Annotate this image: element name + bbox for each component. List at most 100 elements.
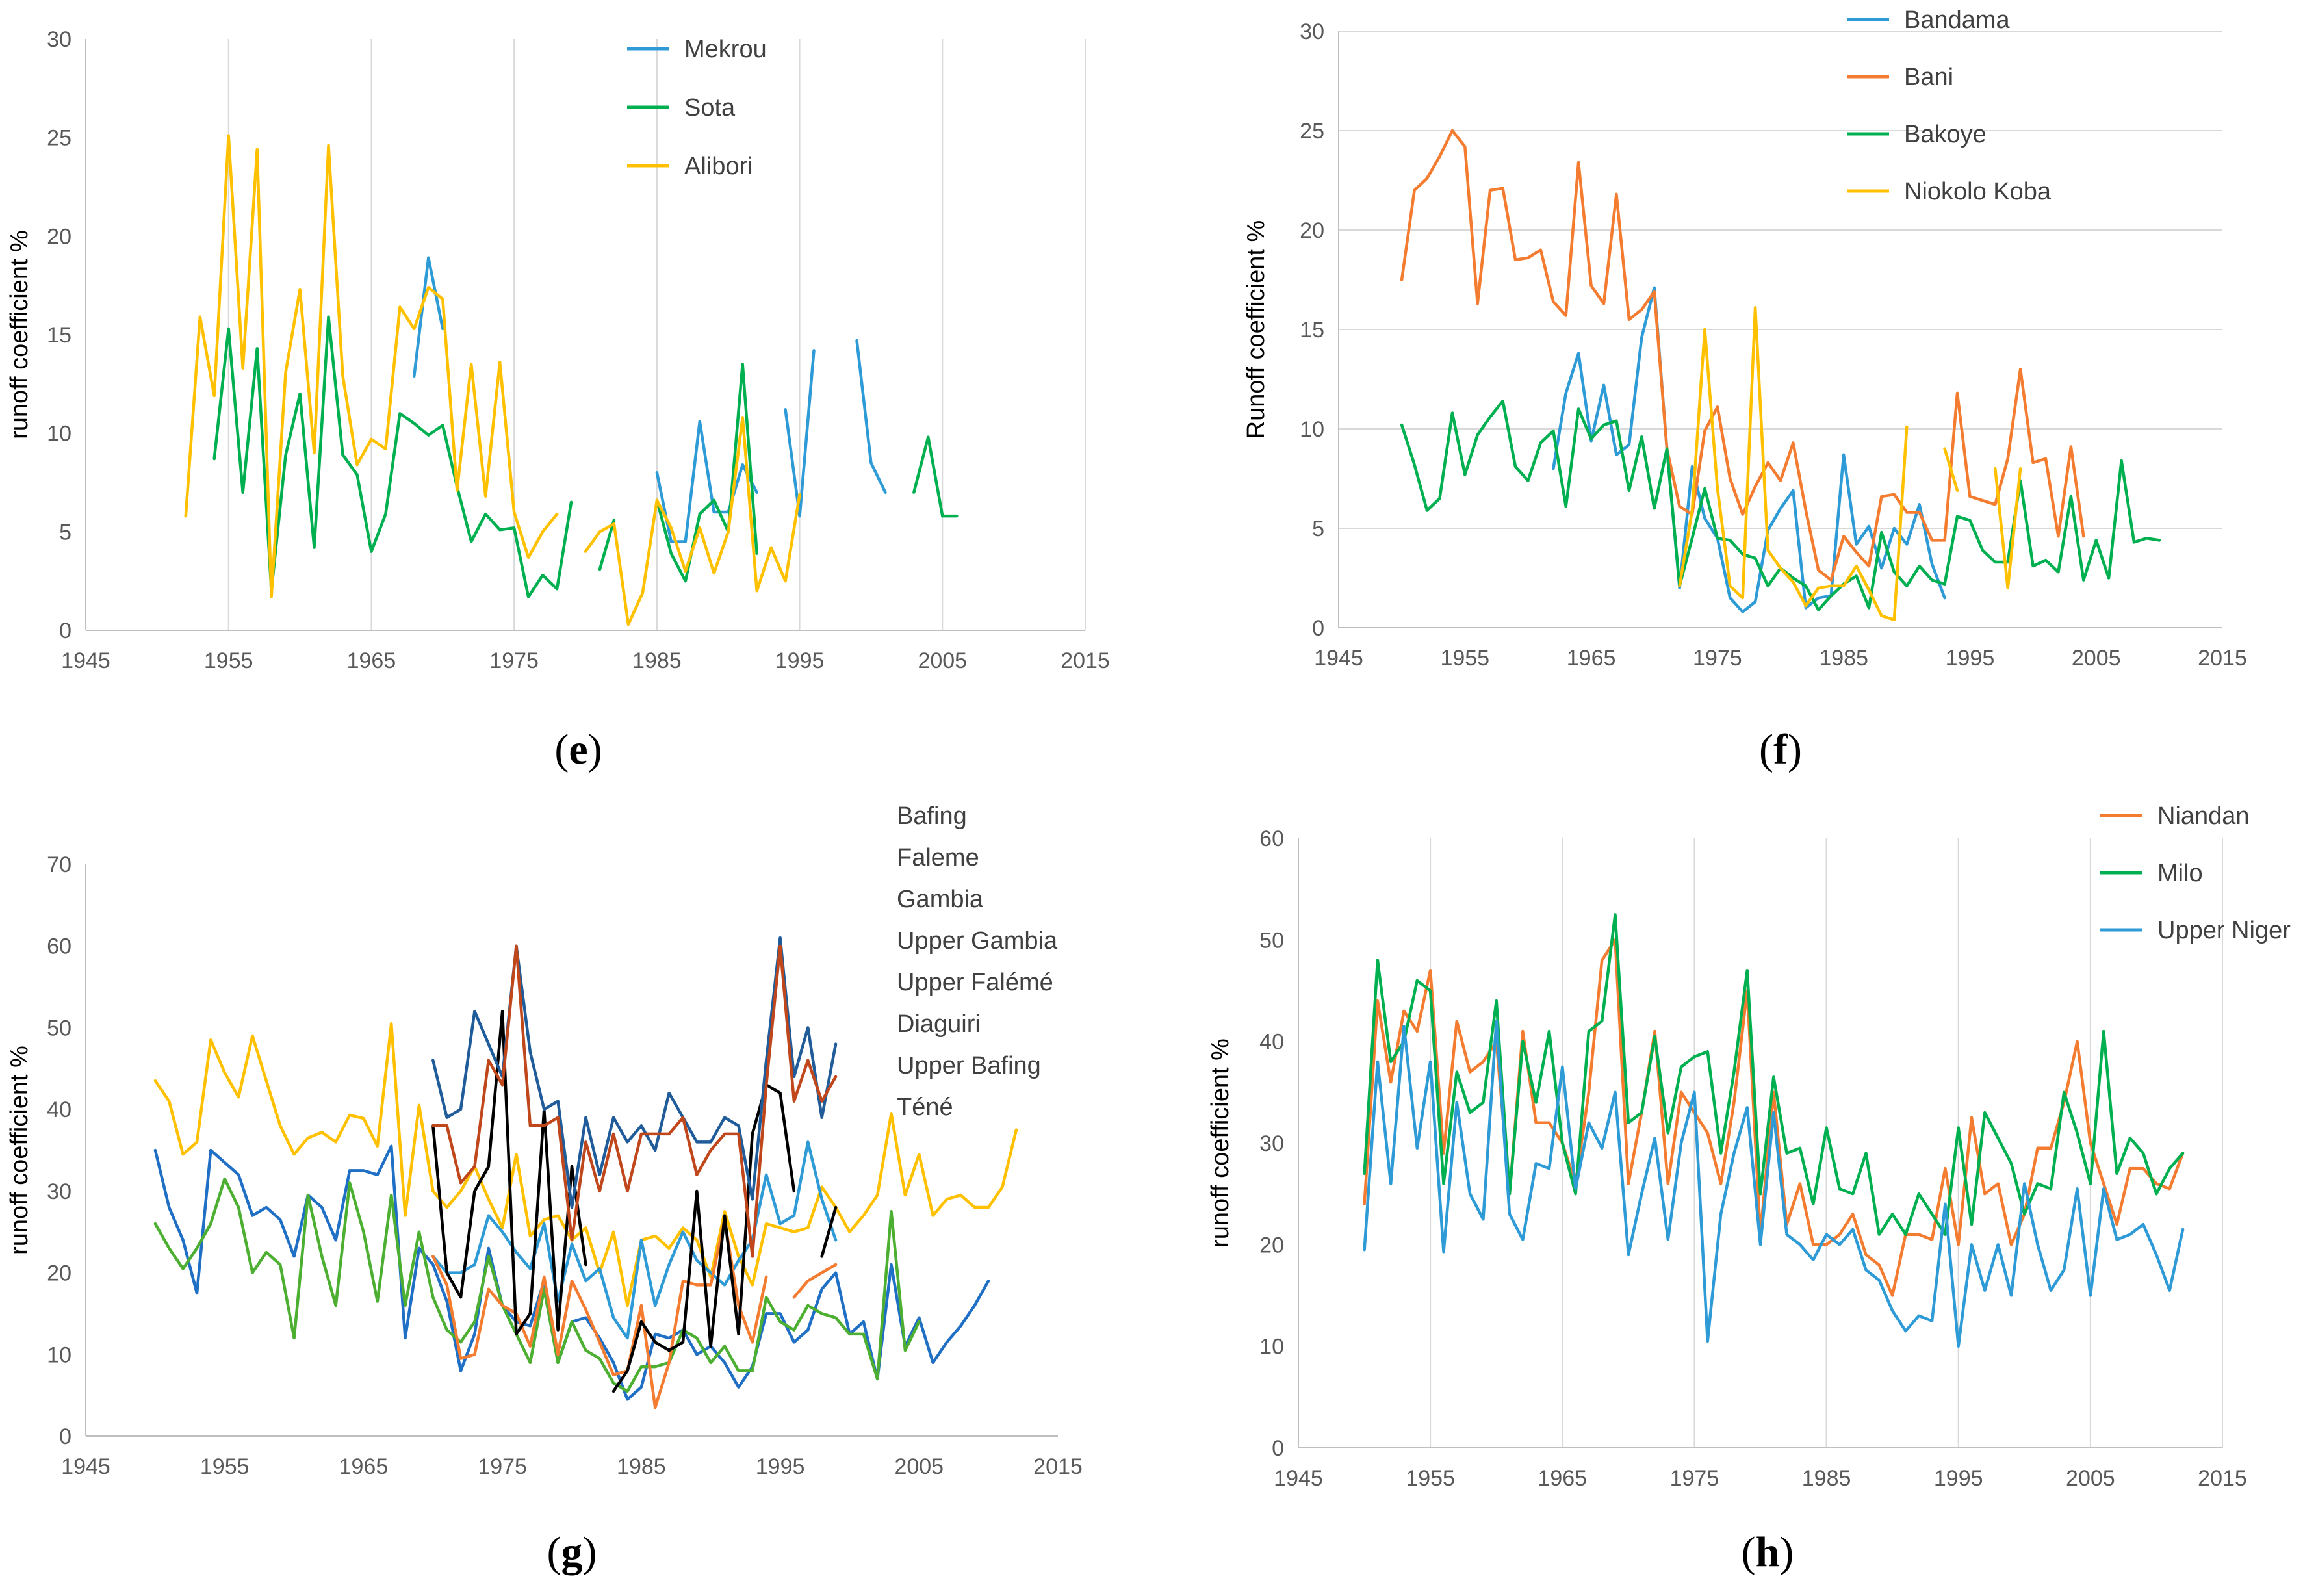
x-tick-label: 1965	[1538, 1466, 1587, 1491]
x-tick-label: 2015	[1061, 649, 1110, 673]
panel-label: (e)	[554, 726, 602, 773]
series-line-upper-fal-m-	[431, 1218, 838, 1409]
y-tick-label: 30	[1259, 1131, 1284, 1156]
series-line-upper-niger	[1363, 1020, 2185, 1348]
x-tick-label: 1975	[1670, 1466, 1719, 1491]
legend-label: Alibori	[684, 153, 753, 180]
y-tick-label: 50	[47, 1016, 71, 1040]
series-line-faleme	[153, 1144, 990, 1401]
x-tick-label: 1995	[775, 649, 825, 673]
x-tick-label: 2015	[2198, 646, 2247, 671]
y-tick-label: 20	[1259, 1233, 1284, 1257]
x-tick-label: 1965	[1567, 646, 1616, 671]
chart-panel-2: 1945 1955 1965 1975 1985 1995 2005 2015 0 5 10 15 20…	[1242, 6, 2247, 773]
chart-panel-3: 1945 1955 1965 1975 1985 1995 2005 2015 0 10 20 30 4…	[6, 803, 1083, 1576]
series-line-bandama	[1552, 286, 1946, 613]
chart-panel-4: 1945 1955 1965 1975 1985 1995 2005 2015 0 10 20 30 4…	[1207, 803, 2291, 1576]
legend-label: Sota	[684, 94, 736, 122]
legend-label: Milo	[2157, 860, 2203, 887]
y-tick-label: 0	[1272, 1436, 1284, 1461]
legend-label: Diaguiri	[897, 1010, 981, 1038]
x-tick-label: 2015	[1033, 1454, 1083, 1479]
x-tick-label: 1975	[1693, 646, 1742, 671]
x-tick-label: 1955	[204, 649, 253, 673]
panel-label: (h)	[1742, 1528, 1794, 1576]
x-tick-label: 2005	[2072, 646, 2121, 671]
series-line-bafing	[153, 1022, 1018, 1307]
x-tick-label: 1985	[632, 649, 682, 673]
y-axis-label: runoff coefficient %	[6, 230, 33, 439]
legend-label: Bani	[1904, 64, 1953, 91]
y-tick-label: 20	[47, 1261, 71, 1286]
y-tick-label: 40	[47, 1098, 71, 1122]
x-tick-label: 1965	[339, 1454, 389, 1479]
x-tick-label: 2005	[894, 1454, 944, 1479]
legend: Mekrou Sota Alibori	[627, 36, 767, 180]
legend: Bandama Bani Bakoye Niokolo Koba	[1847, 6, 2052, 205]
legend-label: Upper Niger	[2157, 917, 2291, 944]
x-tick-label: 1965	[347, 649, 396, 673]
legend-label: Bafing	[897, 803, 967, 830]
y-tick-label: 25	[47, 126, 71, 151]
legend-label: Mekrou	[684, 36, 767, 63]
x-tick-label: 1945	[61, 649, 110, 673]
x-tick-label: 1955	[200, 1454, 250, 1479]
y-tick-label: 10	[47, 1343, 71, 1367]
legend-label: Upper Falémé	[897, 969, 1053, 996]
legend-label: Téné	[897, 1094, 953, 1121]
x-tick-label: 2015	[2198, 1466, 2247, 1491]
y-tick-label: 15	[47, 323, 71, 348]
legend-label: Upper Gambia	[897, 927, 1058, 955]
panel-label: (g)	[547, 1528, 597, 1576]
series-line-t-n-	[431, 944, 838, 1258]
legend-label: Niokolo Koba	[1904, 178, 2052, 205]
y-tick-label: 10	[1259, 1335, 1284, 1359]
x-tick-label: 1985	[1802, 1466, 1851, 1491]
x-tick-label: 1945	[1314, 646, 1363, 671]
legend: Bafing Faleme Gambia Upper Gambia Upper Falé…	[897, 803, 1058, 1121]
y-tick-label: 0	[1312, 616, 1324, 641]
x-tick-label: 1955	[1406, 1466, 1455, 1491]
legend-label: Upper Bafing	[897, 1052, 1041, 1079]
x-tick-label: 1995	[1946, 646, 1995, 671]
series-line-bakoye	[1400, 399, 2161, 611]
series-line-alibori	[184, 134, 801, 626]
y-tick-label: 40	[1259, 1030, 1284, 1055]
y-tick-label: 5	[1312, 517, 1324, 541]
series-line-gambia	[153, 1177, 921, 1393]
y-tick-label: 60	[47, 934, 71, 959]
y-axis-label: Runoff coefficient %	[1242, 220, 1270, 439]
y-tick-label: 20	[47, 224, 71, 249]
series-line-bani	[1400, 129, 2085, 582]
y-tick-label: 15	[1300, 318, 1324, 342]
x-tick-label: 1995	[756, 1454, 805, 1479]
y-tick-label: 70	[47, 853, 71, 877]
x-tick-label: 2005	[918, 649, 967, 673]
y-tick-label: 30	[47, 27, 71, 52]
chart-panel-1: 1945 1955 1965 1975 1985 1995 2005 2015 0 5 10 15 20…	[6, 27, 1110, 773]
series-line-milo	[1363, 913, 2185, 1236]
panel-label: (f)	[1759, 726, 1802, 773]
legend-label: Gambia	[897, 886, 984, 913]
legend-label: Bakoye	[1904, 121, 1987, 148]
y-tick-label: 5	[59, 520, 71, 545]
y-tick-label: 50	[1259, 928, 1284, 953]
y-tick-label: 30	[47, 1179, 71, 1204]
x-tick-label: 1945	[1274, 1466, 1323, 1491]
y-tick-label: 10	[1300, 417, 1324, 442]
x-tick-label: 1955	[1440, 646, 1489, 671]
y-tick-label: 0	[59, 619, 71, 643]
legend-label: Faleme	[897, 844, 979, 871]
series-line-upper-bafing	[431, 936, 838, 1209]
legend-label: Niandan	[2157, 803, 2250, 830]
legend-label: Bandama	[1904, 6, 2011, 34]
x-tick-label: 1985	[1819, 646, 1868, 671]
x-tick-label: 2005	[2066, 1466, 2115, 1491]
x-tick-label: 1975	[478, 1454, 527, 1479]
series-line-upper-gambia	[431, 1140, 838, 1340]
legend: Niandan Milo Upper Niger	[2100, 803, 2291, 944]
y-tick-label: 60	[1259, 827, 1284, 851]
y-tick-label: 30	[1300, 19, 1324, 44]
y-tick-label: 0	[59, 1424, 71, 1449]
